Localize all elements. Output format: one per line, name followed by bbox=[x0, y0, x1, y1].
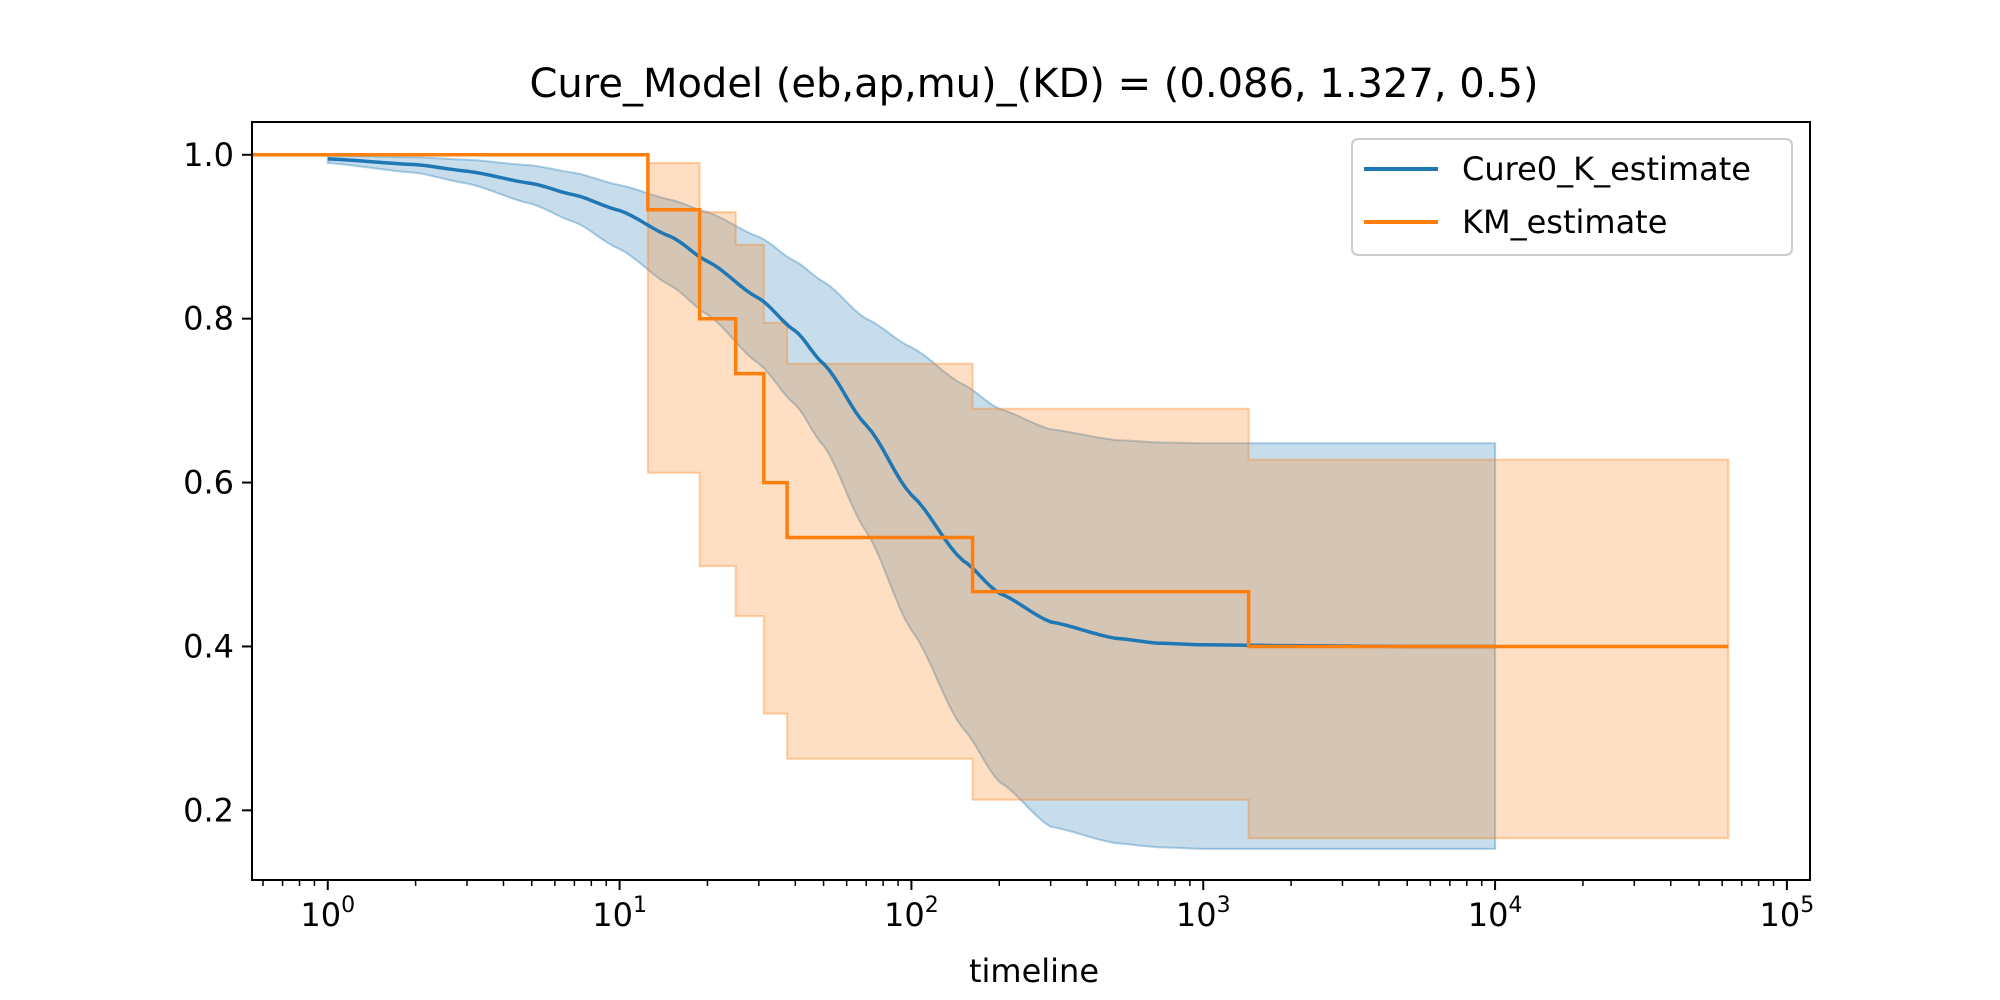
series-lines bbox=[252, 153, 1729, 649]
y-tick-label: 0.2 bbox=[183, 791, 234, 829]
legend-label-0: Cure0_K_estimate bbox=[1462, 150, 1751, 188]
x-tick-label: 100 bbox=[300, 893, 355, 934]
x-tick-label: 104 bbox=[1468, 893, 1523, 934]
series-line-0 bbox=[327, 157, 1496, 649]
legend-label-1: KM_estimate bbox=[1462, 203, 1667, 241]
x-tick-label: 103 bbox=[1176, 893, 1231, 934]
y-tick-label: 0.6 bbox=[183, 464, 234, 502]
x-tick-label: 105 bbox=[1760, 893, 1815, 934]
confidence-band-0 bbox=[326, 154, 1497, 850]
legend-box bbox=[1351, 138, 1793, 256]
plot-frame bbox=[251, 121, 1811, 881]
chart-title: Cure_Model (eb,ap,mu)_(KD) = (0.086, 1.3… bbox=[529, 61, 1538, 107]
legend: Cure0_K_estimate KM_estimate bbox=[1351, 138, 1793, 256]
y-tick-label: 0.8 bbox=[183, 300, 234, 338]
series-line-1 bbox=[252, 153, 1729, 649]
x-tick-label: 102 bbox=[884, 893, 939, 934]
x-axis-label: timeline bbox=[969, 952, 1099, 990]
confidence-bands bbox=[252, 153, 1730, 850]
axes: 0.2 0.4 0.6 0.8 1.0 100 101 102 103 104 105 bbox=[183, 121, 1815, 934]
confidence-band-1 bbox=[252, 153, 1730, 840]
x-tick-label: 101 bbox=[592, 893, 647, 934]
y-tick-label: 0.4 bbox=[183, 627, 234, 665]
y-tick-label: 1.0 bbox=[183, 136, 234, 174]
